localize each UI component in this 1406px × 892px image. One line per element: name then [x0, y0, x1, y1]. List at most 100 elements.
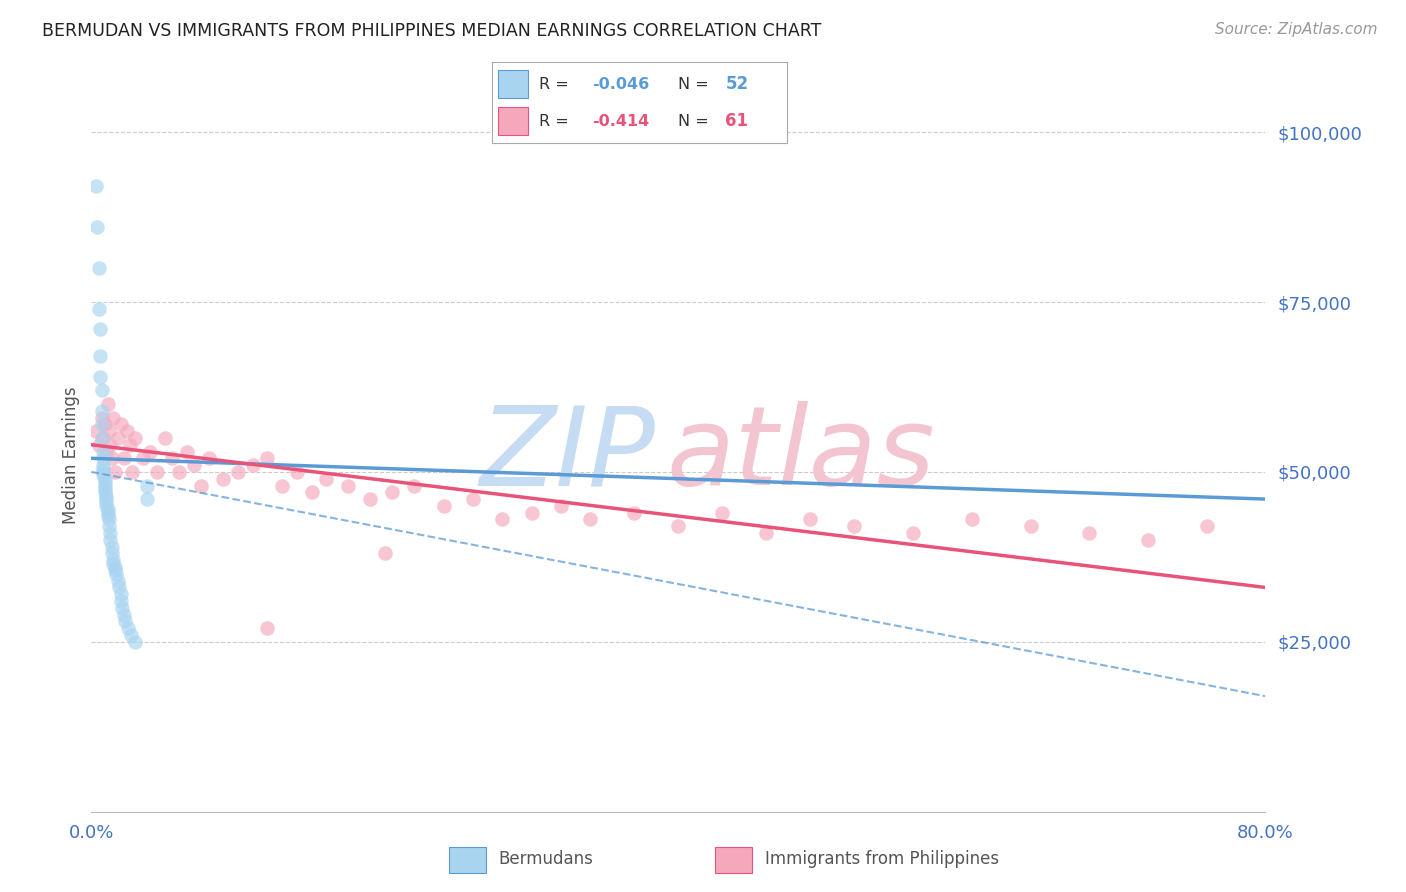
Text: ZIP: ZIP — [479, 401, 655, 508]
Point — [90, 384, 112, 398]
Point — [176, 444, 198, 458]
Point — [90, 403, 112, 417]
Point — [93, 482, 115, 496]
Point — [89, 322, 111, 336]
Point — [960, 512, 983, 526]
Point — [132, 451, 155, 466]
Point — [93, 472, 115, 486]
Point — [91, 451, 114, 466]
Point — [87, 301, 110, 316]
Point — [84, 424, 107, 438]
Point — [89, 369, 111, 384]
Point — [105, 566, 128, 581]
Point — [103, 557, 125, 571]
Point — [96, 502, 118, 516]
Point — [1136, 533, 1159, 547]
Text: Immigrants from Philippines: Immigrants from Philippines — [765, 849, 1000, 868]
Bar — [498, 107, 527, 135]
Point — [98, 512, 121, 526]
Text: R =: R = — [540, 113, 574, 128]
Point — [101, 546, 124, 560]
Point — [301, 485, 323, 500]
Point — [93, 485, 115, 500]
Point — [242, 458, 264, 472]
Point — [136, 478, 159, 492]
Point — [94, 444, 117, 458]
Text: N =: N = — [678, 113, 714, 128]
Point — [118, 438, 141, 452]
Point — [100, 526, 122, 541]
Point — [91, 468, 114, 483]
Point — [197, 451, 219, 466]
Point — [110, 594, 132, 608]
Point — [190, 478, 212, 492]
Point — [104, 465, 127, 479]
Point — [91, 431, 114, 445]
Point — [160, 451, 183, 466]
Bar — [498, 70, 527, 98]
Point — [903, 526, 925, 541]
Point — [90, 431, 112, 445]
Point — [101, 540, 124, 554]
Text: atlas: atlas — [666, 401, 935, 508]
Point — [432, 499, 454, 513]
Point — [124, 635, 146, 649]
Point — [117, 621, 139, 635]
Point — [271, 478, 294, 492]
Point — [93, 417, 115, 432]
Point — [711, 506, 734, 520]
Point — [94, 495, 117, 509]
Point — [404, 478, 426, 492]
Y-axis label: Median Earnings: Median Earnings — [62, 386, 80, 524]
Point — [1195, 519, 1218, 533]
Point — [90, 410, 112, 425]
Point — [111, 600, 134, 615]
Point — [112, 451, 135, 466]
Point — [381, 485, 404, 500]
Point — [108, 581, 131, 595]
Point — [84, 179, 107, 194]
Point — [285, 465, 308, 479]
Point — [755, 526, 778, 541]
Point — [844, 519, 866, 533]
Point — [374, 546, 396, 560]
Point — [91, 458, 114, 472]
Point — [623, 506, 645, 520]
Point — [107, 574, 129, 588]
Point — [91, 465, 114, 479]
Point — [91, 461, 114, 475]
Point — [101, 451, 124, 466]
Point — [666, 519, 689, 533]
Bar — [716, 847, 752, 872]
Point — [94, 499, 117, 513]
Point — [94, 492, 117, 507]
Text: -0.414: -0.414 — [592, 113, 650, 128]
Point — [183, 458, 205, 472]
Point — [100, 533, 122, 547]
Point — [98, 424, 121, 438]
Point — [96, 506, 118, 520]
Point — [110, 417, 132, 432]
Point — [93, 475, 115, 489]
Point — [103, 410, 125, 425]
Point — [315, 472, 337, 486]
Text: R =: R = — [540, 77, 574, 92]
Point — [96, 509, 118, 524]
Point — [337, 478, 360, 492]
Point — [114, 615, 136, 629]
Point — [136, 492, 159, 507]
Point — [89, 350, 111, 364]
Point — [146, 465, 169, 479]
Point — [112, 607, 135, 622]
Point — [100, 438, 122, 452]
Point — [120, 628, 142, 642]
Text: Bermudans: Bermudans — [499, 849, 593, 868]
Point — [256, 451, 278, 466]
Point — [256, 621, 278, 635]
Point — [226, 465, 249, 479]
Point — [1078, 526, 1101, 541]
Bar — [450, 847, 486, 872]
Point — [1019, 519, 1042, 533]
Point — [579, 512, 602, 526]
Point — [359, 492, 381, 507]
